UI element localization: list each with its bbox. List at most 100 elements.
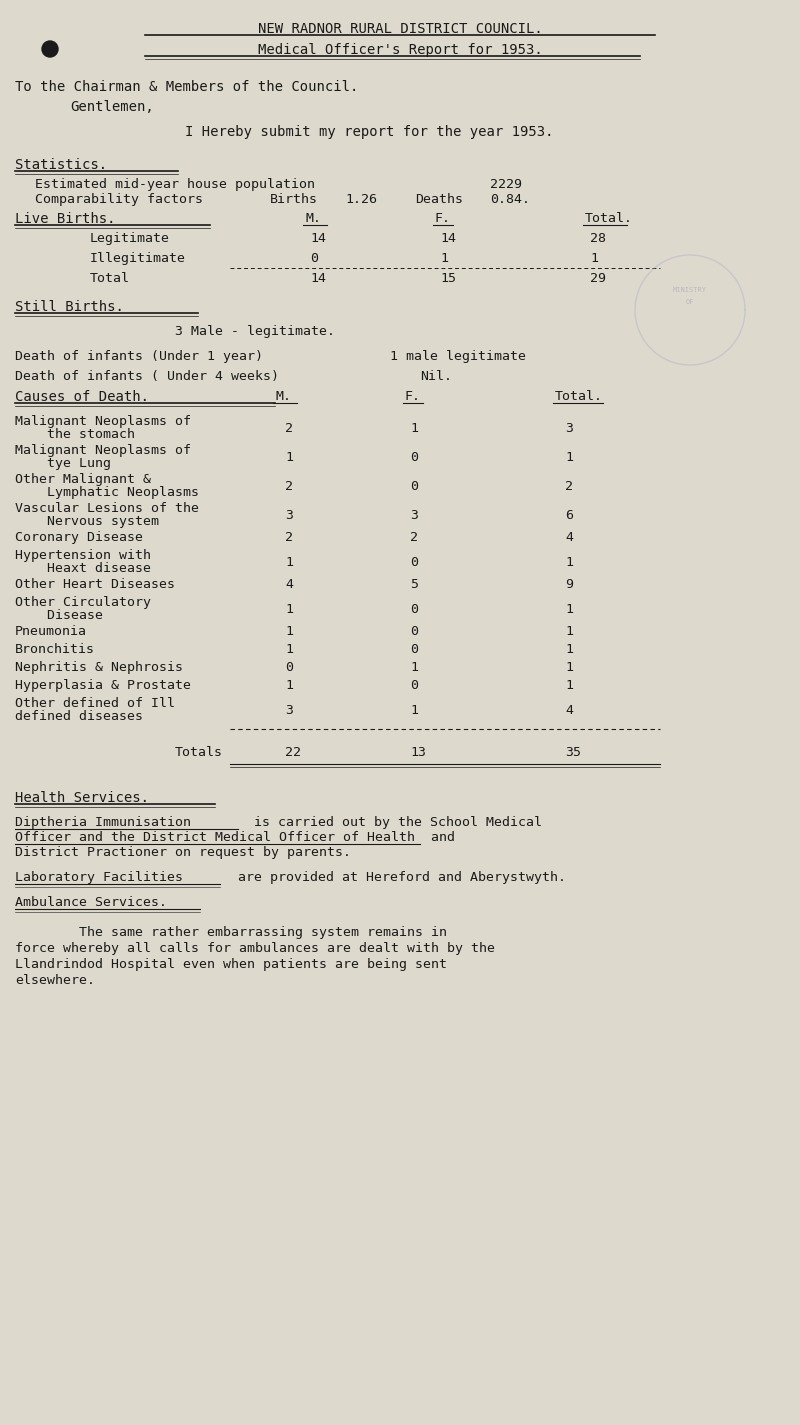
Text: Other Circulatory: Other Circulatory <box>15 596 151 608</box>
Text: 0: 0 <box>410 626 418 638</box>
Text: 9: 9 <box>565 579 573 591</box>
Text: force whereby all calls for ambulances are dealt with by the: force whereby all calls for ambulances a… <box>15 942 495 955</box>
Text: Heaxt disease: Heaxt disease <box>15 561 151 576</box>
Text: Diptheria Immunisation: Diptheria Immunisation <box>15 817 191 829</box>
Text: Estimated mid-year house population: Estimated mid-year house population <box>35 178 315 191</box>
Text: Gentlemen,: Gentlemen, <box>70 100 154 114</box>
Text: 1: 1 <box>565 626 573 638</box>
Text: is carried out by the School Medical: is carried out by the School Medical <box>238 817 542 829</box>
Text: 22: 22 <box>285 747 301 760</box>
Text: 0: 0 <box>410 643 418 656</box>
Text: 2: 2 <box>410 532 418 544</box>
Text: Other Heart Diseases: Other Heart Diseases <box>15 579 175 591</box>
Text: 1: 1 <box>285 678 293 693</box>
Text: 14: 14 <box>440 232 456 245</box>
Text: Llandrindod Hospital even when patients are being sent: Llandrindod Hospital even when patients … <box>15 958 447 970</box>
Text: 0: 0 <box>410 603 418 616</box>
Text: Vascular Lesions of the: Vascular Lesions of the <box>15 502 199 514</box>
Text: I Hereby submit my report for the year 1953.: I Hereby submit my report for the year 1… <box>185 125 554 140</box>
Text: Other Malignant &: Other Malignant & <box>15 473 151 486</box>
Text: 4: 4 <box>285 579 293 591</box>
Text: Pneumonia: Pneumonia <box>15 626 87 638</box>
Text: 3: 3 <box>565 422 573 435</box>
Text: 1.26: 1.26 <box>345 192 377 207</box>
Text: Malignant Neoplasms of: Malignant Neoplasms of <box>15 445 191 457</box>
Text: 28: 28 <box>590 232 606 245</box>
Text: F.: F. <box>405 390 421 403</box>
Text: 2: 2 <box>285 480 293 493</box>
Text: elsewhere.: elsewhere. <box>15 975 95 988</box>
Text: Illegitimate: Illegitimate <box>90 252 186 265</box>
Text: 1: 1 <box>285 450 293 465</box>
Text: 3 Male - legitimate.: 3 Male - legitimate. <box>175 325 335 338</box>
Text: District Practioner on request by parents.: District Practioner on request by parent… <box>15 846 351 859</box>
Text: 1: 1 <box>565 603 573 616</box>
Text: Health Services.: Health Services. <box>15 791 149 805</box>
Text: 2: 2 <box>285 422 293 435</box>
Text: 1: 1 <box>565 643 573 656</box>
Text: Deaths: Deaths <box>415 192 463 207</box>
Text: Causes of Death.: Causes of Death. <box>15 390 149 405</box>
Text: 1: 1 <box>285 643 293 656</box>
Text: Births: Births <box>270 192 318 207</box>
Text: Laboratory Facilities: Laboratory Facilities <box>15 871 183 884</box>
Text: 1: 1 <box>565 450 573 465</box>
Text: M.: M. <box>305 212 321 225</box>
Text: 3: 3 <box>410 509 418 522</box>
Text: Ambulance Services.: Ambulance Services. <box>15 896 167 909</box>
Text: 1: 1 <box>565 556 573 569</box>
Text: Total.: Total. <box>585 212 633 225</box>
Text: Coronary Disease: Coronary Disease <box>15 532 143 544</box>
Text: 1: 1 <box>410 661 418 674</box>
Text: Total.: Total. <box>555 390 603 403</box>
Text: 4: 4 <box>565 704 573 717</box>
Text: 1: 1 <box>285 626 293 638</box>
Text: 35: 35 <box>565 747 581 760</box>
Text: 15: 15 <box>440 272 456 285</box>
Text: Officer and the District Medical Officer of Health  and: Officer and the District Medical Officer… <box>15 831 455 844</box>
Text: NEW RADNOR RURAL DISTRICT COUNCIL.: NEW RADNOR RURAL DISTRICT COUNCIL. <box>258 21 542 36</box>
Text: Statistics.: Statistics. <box>15 158 107 172</box>
Text: are provided at Hereford and Aberystwyth.: are provided at Hereford and Aberystwyth… <box>222 871 566 884</box>
Text: Lymphatic Neoplasms: Lymphatic Neoplasms <box>15 486 199 499</box>
Text: Death of infants ( Under 4 weeks): Death of infants ( Under 4 weeks) <box>15 370 279 383</box>
Text: 2: 2 <box>285 532 293 544</box>
Text: Nephritis & Nephrosis: Nephritis & Nephrosis <box>15 661 183 674</box>
Text: 14: 14 <box>310 232 326 245</box>
Text: Hypertension with: Hypertension with <box>15 549 151 561</box>
Text: tye Lung: tye Lung <box>15 457 111 470</box>
Text: 2: 2 <box>565 480 573 493</box>
Text: 5: 5 <box>410 579 418 591</box>
Text: 0: 0 <box>410 480 418 493</box>
Text: To the Chairman & Members of the Council.: To the Chairman & Members of the Council… <box>15 80 358 94</box>
Text: Bronchitis: Bronchitis <box>15 643 95 656</box>
Text: 1: 1 <box>410 422 418 435</box>
Text: 1: 1 <box>285 556 293 569</box>
Text: 14: 14 <box>310 272 326 285</box>
Text: 1: 1 <box>565 678 573 693</box>
Text: Other defined of Ill: Other defined of Ill <box>15 697 175 710</box>
Text: 1: 1 <box>440 252 448 265</box>
Text: Nervous system: Nervous system <box>15 514 159 529</box>
Text: Medical Officer's Report for 1953.: Medical Officer's Report for 1953. <box>258 43 542 57</box>
Text: Totals: Totals <box>175 747 223 760</box>
Text: Death of infants (Under 1 year): Death of infants (Under 1 year) <box>15 351 263 363</box>
Text: 3: 3 <box>285 509 293 522</box>
Text: 0: 0 <box>285 661 293 674</box>
Text: Legitimate: Legitimate <box>90 232 170 245</box>
Text: Hyperplasia & Prostate: Hyperplasia & Prostate <box>15 678 191 693</box>
Circle shape <box>42 41 58 57</box>
Text: 6: 6 <box>565 509 573 522</box>
Text: 0: 0 <box>410 678 418 693</box>
Text: 4: 4 <box>565 532 573 544</box>
Text: 0: 0 <box>410 556 418 569</box>
Text: Malignant Neoplasms of: Malignant Neoplasms of <box>15 415 191 427</box>
Text: OF: OF <box>686 299 694 305</box>
Text: Live Births.: Live Births. <box>15 212 115 227</box>
Text: MINISTRY: MINISTRY <box>673 286 707 294</box>
Text: 1 male legitimate: 1 male legitimate <box>390 351 526 363</box>
Text: Disease: Disease <box>15 608 103 621</box>
Text: the stomach: the stomach <box>15 428 135 440</box>
Text: 1: 1 <box>410 704 418 717</box>
Text: Total: Total <box>90 272 130 285</box>
